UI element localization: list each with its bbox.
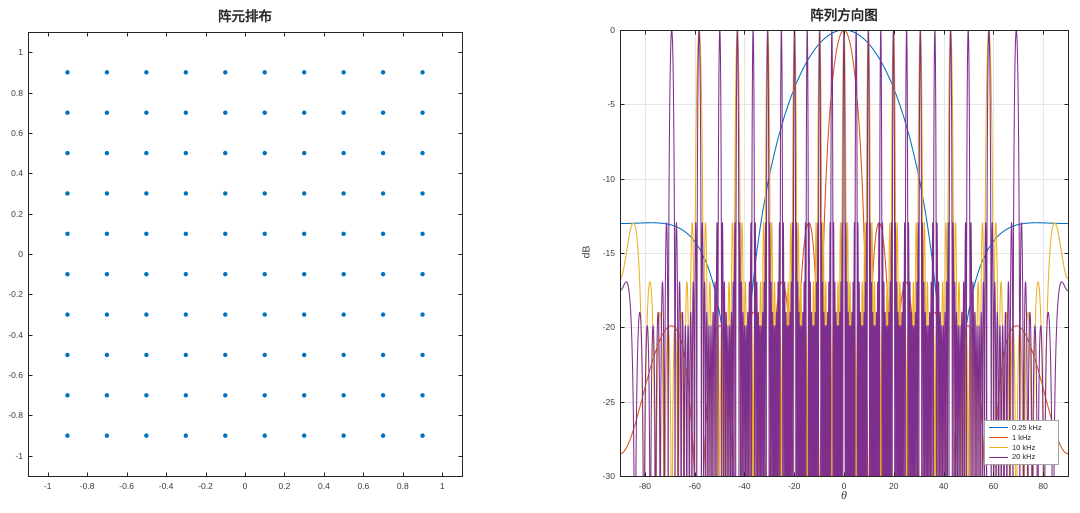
x-tick-label: -0.2 [198, 481, 213, 491]
y-tick-label: 0.6 [11, 127, 23, 138]
x-tick-label: -0.6 [119, 481, 134, 491]
legend-item-3: 20 kHz [989, 453, 1055, 462]
y-tick-label: -5 [607, 99, 615, 110]
x-tick-label: 40 [938, 481, 949, 491]
legend-item-1: 1 kHz [989, 433, 1055, 442]
x-tick-label: 0.2 [278, 481, 291, 491]
y-tick-label: 0 [18, 248, 23, 259]
theta-axis-label: θ [841, 488, 847, 502]
right-plot-title: 阵列方向图 [810, 8, 878, 23]
x-tick-label: -80 [638, 481, 652, 491]
left-plot-title: 阵元排布 [218, 9, 272, 24]
y-tick-label: -15 [602, 247, 615, 258]
legend-label-2: 10 kHz [1012, 442, 1036, 452]
x-tick-label: -60 [688, 481, 701, 491]
x-tick-label: 60 [988, 481, 999, 491]
y-tick-label: 0 [610, 24, 615, 35]
legend-item-0: 0.25 kHz [989, 423, 1055, 432]
y-tick-label: -30 [602, 470, 615, 481]
x-tick-label: 0.4 [317, 481, 330, 491]
x-tick-label: 0.8 [396, 481, 409, 491]
x-tick-label: 1 [439, 481, 445, 491]
y-tick-label: 0.8 [11, 87, 23, 98]
db-axis-label: dB [580, 245, 593, 259]
x-tick-label: 0.6 [357, 481, 370, 491]
legend-label-3: 20 kHz [1012, 452, 1036, 462]
y-tick-label: 0.2 [11, 208, 23, 219]
x-tick-label: 0 [242, 481, 248, 491]
legend-line-sample-3 [989, 456, 1008, 458]
legend-line-sample-2 [989, 446, 1008, 448]
y-tick-label: -0.4 [8, 329, 23, 340]
x-tick-label: -1 [43, 481, 52, 491]
legend-box: 0.25 kHz 1 kHz 10 kHz 20 kHz [984, 420, 1059, 465]
y-tick-label: -0.8 [8, 410, 23, 421]
legend-label-1: 1 kHz [1012, 432, 1032, 442]
legend-line-sample-1 [989, 437, 1008, 439]
legend-item-2: 10 kHz [989, 443, 1055, 452]
x-tick-label: -0.4 [158, 481, 174, 491]
y-tick-label: -25 [602, 396, 615, 407]
x-tick-label: 80 [1038, 481, 1048, 491]
y-tick-label: 0.4 [11, 168, 23, 179]
y-tick-label: 1 [18, 46, 23, 57]
x-tick-label: -20 [788, 481, 801, 491]
x-tick-label: -0.8 [79, 481, 95, 491]
y-tick-label: -10 [602, 173, 615, 184]
x-tick-label: 20 [889, 481, 899, 491]
y-tick-label: -0.2 [8, 289, 23, 300]
y-tick-label: -1 [15, 450, 23, 461]
x-tick-label: -40 [738, 481, 751, 491]
legend-line-sample-0 [989, 427, 1008, 429]
x-tick-label: 0 [841, 481, 847, 491]
y-tick-label: -0.6 [8, 369, 23, 380]
y-tick-label: -20 [602, 322, 615, 333]
legend-label-0: 0.25 kHz [1012, 423, 1042, 433]
